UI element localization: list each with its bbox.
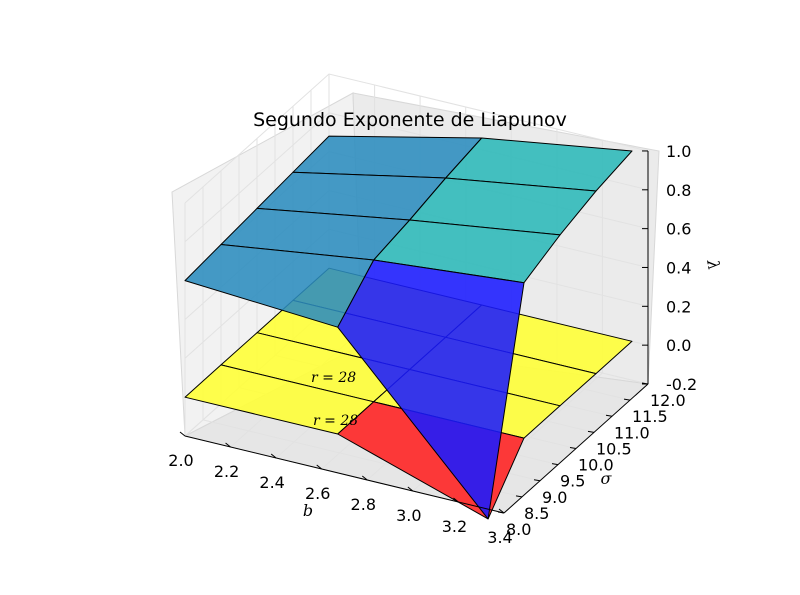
- b-tick-label-3: 2.6: [305, 484, 330, 503]
- b-tick-7: [498, 508, 505, 514]
- z-tick-label-1: 0.0: [666, 336, 691, 355]
- sigma-tick-label-1: 8.5: [524, 504, 549, 523]
- z-axis-label: λ: [703, 257, 724, 271]
- upper-surface: [184, 135, 633, 520]
- sigma-tick-2: [533, 479, 541, 482]
- sigma-tick-label-3: 9.5: [560, 472, 585, 491]
- b-tick-2: [270, 453, 277, 459]
- grid-line-z-6: [184, 73, 649, 204]
- sigma-tick-label-5: 10.5: [596, 439, 632, 458]
- sigma-tick-1: [515, 495, 523, 498]
- chart-title: Segundo Exponente de Liapunov: [253, 109, 567, 131]
- y-axis-label: σ: [601, 469, 613, 488]
- sigma-tick-3: [551, 463, 559, 466]
- annotation-r-upper: r = 28: [311, 370, 356, 386]
- b-tick-label-5: 3.0: [396, 506, 421, 525]
- sigma-tick-4: [569, 447, 577, 449]
- z-tick-label-2: 0.2: [666, 297, 691, 316]
- b-tick-6: [453, 497, 459, 503]
- z-tick-label-4: 0.6: [666, 220, 691, 239]
- sigma-tick-label-6: 11.0: [614, 423, 650, 442]
- z-tick-label-5: 0.8: [666, 181, 691, 200]
- x-axis-label: b: [303, 501, 313, 520]
- sigma-tick-label-2: 9.0: [542, 488, 567, 507]
- z-tick-label-0: -0.2: [666, 375, 697, 394]
- b-tick-4: [361, 475, 368, 481]
- sigma-tick-label-4: 10.0: [578, 456, 614, 475]
- sigma-tick-label-0: 8.0: [506, 520, 531, 539]
- axes: 2.0 2.2 2.4 2.6 2.8 3.0 3.2 3.48.08.59.09.510.0…: [168, 142, 697, 547]
- sigma-tick-6: [605, 414, 613, 417]
- upper-face-1-0: [337, 259, 525, 520]
- b-tick-1: [225, 442, 231, 448]
- b-tick-label-7: 3.4: [487, 528, 512, 547]
- z-tick-label-3: 0.4: [666, 258, 691, 277]
- annotation-r-lower: r = 28: [313, 413, 358, 429]
- b-tick-0: [179, 431, 186, 437]
- z-tick-label-6: 1.0: [666, 142, 691, 161]
- b-axis-line: [184, 435, 505, 514]
- sigma-tick-5: [587, 430, 595, 433]
- b-tick-label-6: 3.2: [442, 517, 467, 536]
- sigma-tick-0: [497, 511, 505, 514]
- sigma-tick-label-7: 11.5: [632, 407, 668, 426]
- b-tick-label-2: 2.4: [259, 473, 284, 492]
- b-tick-3: [316, 464, 323, 470]
- sigma-tick-label-8: 12.0: [650, 391, 686, 410]
- b-tick-label-4: 2.8: [351, 495, 376, 514]
- b-tick-label-1: 2.2: [214, 462, 239, 481]
- b-tick-5: [407, 486, 414, 492]
- sigma-tick-7: [623, 398, 631, 401]
- b-tick-label-0: 2.0: [168, 451, 193, 470]
